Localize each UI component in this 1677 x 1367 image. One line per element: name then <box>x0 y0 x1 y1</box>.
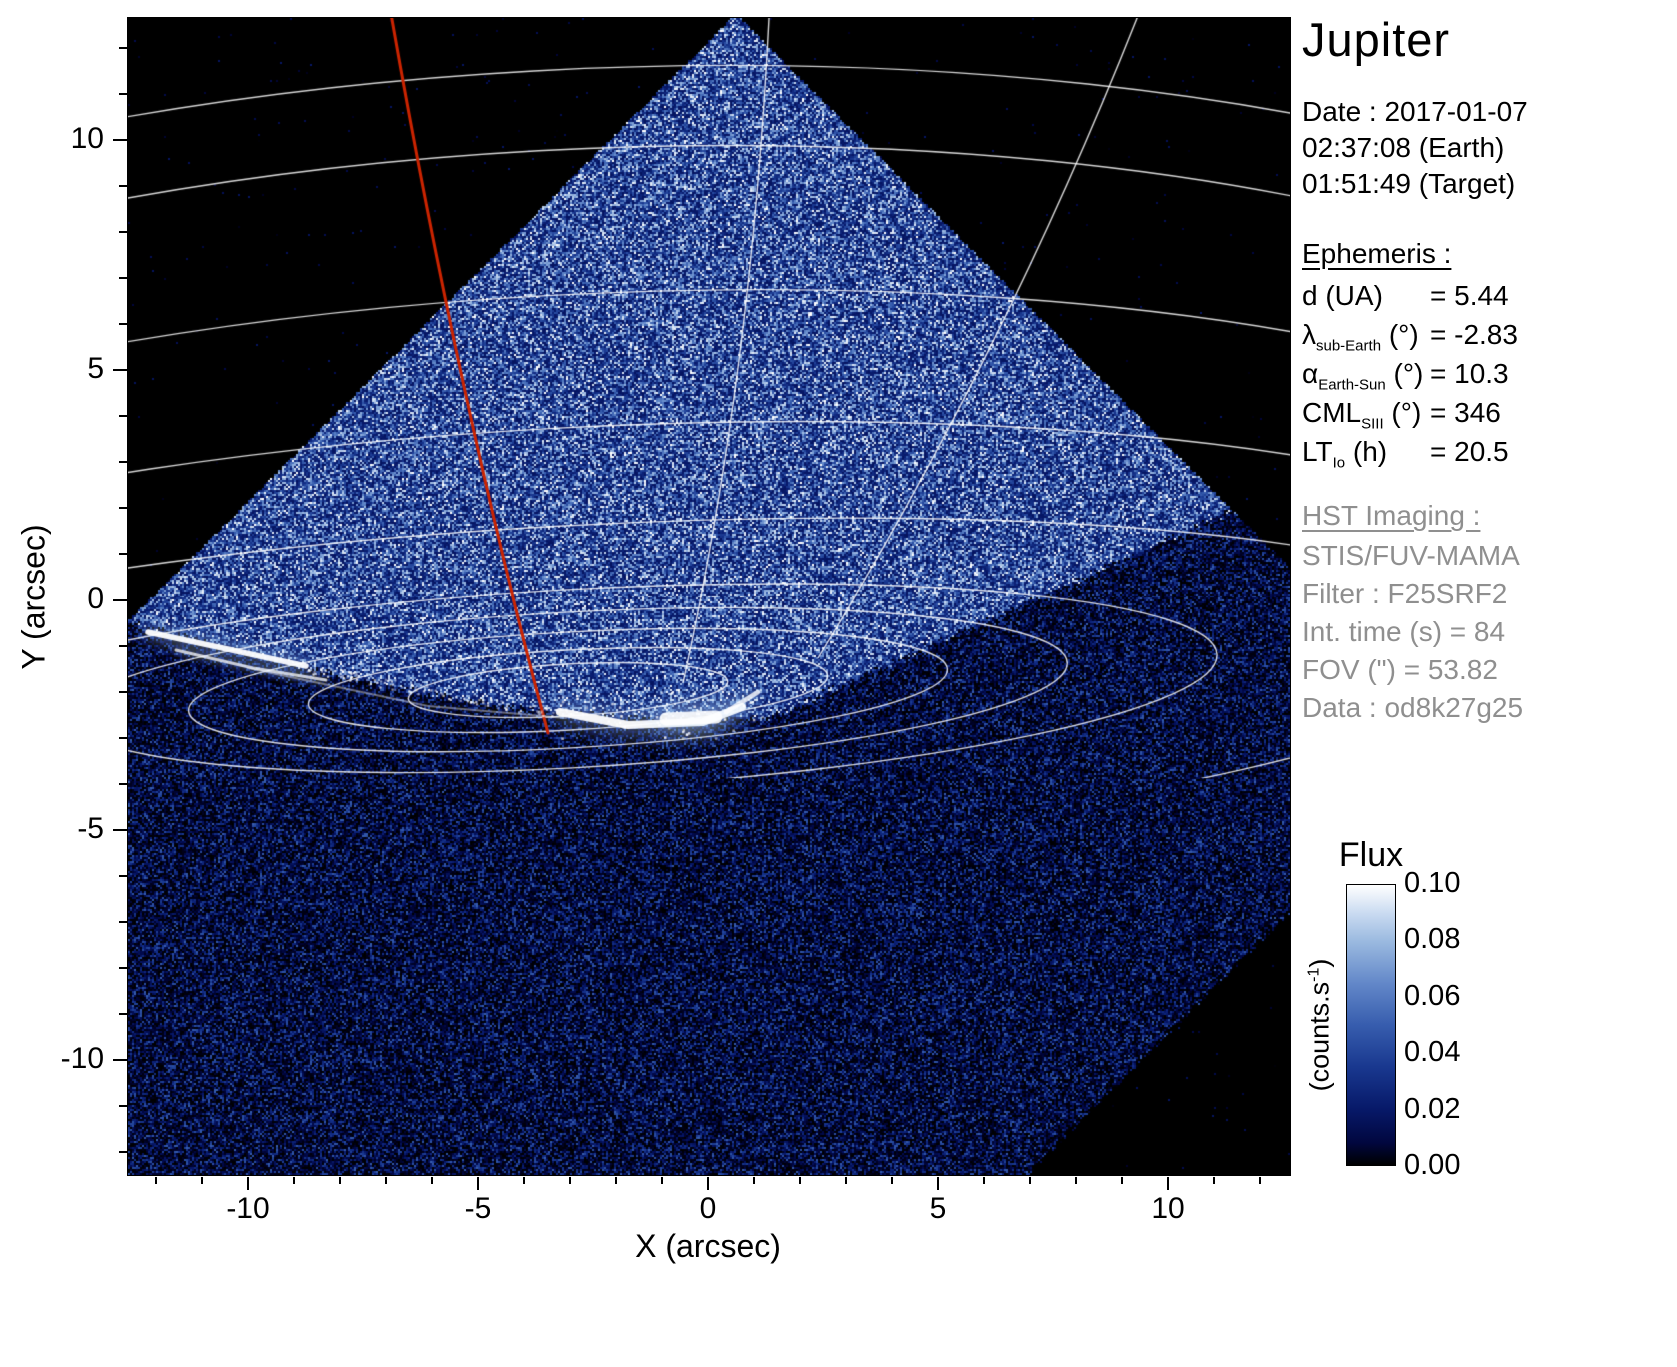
y-tick-label: -5 <box>14 812 104 846</box>
x-tick <box>937 1177 940 1190</box>
page-title: Jupiter <box>1302 12 1450 67</box>
y-tick-label: 5 <box>14 352 104 386</box>
x-minor-tick <box>891 1177 893 1184</box>
hst-info-line: Filter : F25SRF2 <box>1302 578 1523 616</box>
y-minor-tick <box>119 507 127 509</box>
hst-info-list: STIS/FUV-MAMA Filter : F25SRF2 Int. time (… <box>1302 540 1523 730</box>
colorbar-tick-label: 0.04 <box>1404 1036 1504 1069</box>
hst-info-line: Int. time (s) = 84 <box>1302 616 1523 654</box>
y-minor-tick <box>119 93 127 95</box>
y-minor-tick <box>119 47 127 49</box>
x-minor-tick <box>661 1177 663 1184</box>
jupiter-fuv-image <box>128 18 1290 1175</box>
x-minor-tick <box>983 1177 985 1184</box>
y-minor-tick <box>119 231 127 233</box>
ephemeris-line: αEarth-Sun (°) = 10.3 <box>1302 358 1518 397</box>
x-tick-label: 5 <box>878 1192 998 1226</box>
x-tick <box>1167 1177 1170 1190</box>
x-minor-tick <box>615 1177 617 1184</box>
x-minor-tick <box>1213 1177 1215 1184</box>
x-minor-tick <box>1075 1177 1077 1184</box>
x-minor-tick <box>385 1177 387 1184</box>
earth-time: 02:37:08 (Earth) <box>1302 132 1504 164</box>
x-minor-tick <box>1029 1177 1031 1184</box>
y-minor-tick <box>119 921 127 923</box>
x-tick <box>247 1177 250 1190</box>
hst-info-line: Data : od8k27g25 <box>1302 692 1523 730</box>
plot-frame <box>127 17 1291 1176</box>
y-minor-tick <box>119 1105 127 1107</box>
y-minor-tick <box>119 415 127 417</box>
y-minor-tick <box>119 323 127 325</box>
y-minor-tick <box>119 1151 127 1153</box>
page-root: Y (arcsec) X (arcsec) -10 -5 0 5 10 10 5 0 -5 -10… <box>0 0 1677 1367</box>
y-tick <box>113 1059 127 1062</box>
ephemeris-line: CMLSIII (°) = 346 <box>1302 397 1518 436</box>
colorbar-tick-label: 0.08 <box>1404 923 1504 956</box>
x-tick-label: 10 <box>1108 1192 1228 1226</box>
colorbar-tick-label: 0.06 <box>1404 980 1504 1013</box>
y-minor-tick <box>119 277 127 279</box>
x-minor-tick <box>293 1177 295 1184</box>
x-minor-tick <box>799 1177 801 1184</box>
hst-imaging-header: HST Imaging : <box>1302 500 1480 532</box>
y-minor-tick <box>119 553 127 555</box>
flux-colorbar <box>1346 884 1396 1166</box>
y-tick <box>113 829 127 832</box>
x-tick-label: 0 <box>648 1192 768 1226</box>
ephemeris-line: d (UA) = 5.44 <box>1302 280 1518 319</box>
y-minor-tick <box>119 967 127 969</box>
y-minor-tick <box>119 691 127 693</box>
ephemeris-line: λsub-Earth (°) = -2.83 <box>1302 319 1518 358</box>
ephemeris-list: d (UA) = 5.44 λsub-Earth (°) = -2.83 αEarth-… <box>1302 280 1518 475</box>
ephemeris-line: LTIo (h) = 20.5 <box>1302 436 1518 475</box>
x-minor-tick <box>1121 1177 1123 1184</box>
x-minor-tick <box>339 1177 341 1184</box>
y-minor-tick <box>119 783 127 785</box>
x-tick-label: -10 <box>188 1192 308 1226</box>
x-tick-label: -5 <box>418 1192 538 1226</box>
colorbar-tick-label: 0.00 <box>1404 1149 1504 1182</box>
observation-date: Date : 2017-01-07 <box>1302 96 1528 128</box>
y-minor-tick <box>119 461 127 463</box>
flux-colorbar-title: Flux <box>1316 836 1426 875</box>
x-tick <box>477 1177 480 1190</box>
x-minor-tick <box>523 1177 525 1184</box>
ephemeris-header: Ephemeris : <box>1302 238 1451 270</box>
y-minor-tick <box>119 1013 127 1015</box>
y-tick-label: -10 <box>14 1042 104 1076</box>
x-minor-tick <box>201 1177 203 1184</box>
colorbar-tick-label: 0.02 <box>1404 1093 1504 1126</box>
y-minor-tick <box>119 185 127 187</box>
y-tick-label: 0 <box>14 582 104 616</box>
y-tick <box>113 599 127 602</box>
y-tick <box>113 139 127 142</box>
y-minor-tick <box>119 875 127 877</box>
x-axis-label: X (arcsec) <box>498 1228 918 1265</box>
y-minor-tick <box>119 645 127 647</box>
x-tick <box>707 1177 710 1190</box>
target-time: 01:51:49 (Target) <box>1302 168 1515 200</box>
x-minor-tick <box>1259 1177 1261 1184</box>
x-minor-tick <box>845 1177 847 1184</box>
x-minor-tick <box>753 1177 755 1184</box>
y-tick-label: 10 <box>14 122 104 156</box>
colorbar-unit-label: (counts.s-1) <box>1305 959 1336 1092</box>
x-minor-tick <box>569 1177 571 1184</box>
x-minor-tick <box>431 1177 433 1184</box>
x-minor-tick <box>155 1177 157 1184</box>
y-tick <box>113 369 127 372</box>
hst-info-line: FOV (") = 53.82 <box>1302 654 1523 692</box>
hst-info-line: STIS/FUV-MAMA <box>1302 540 1523 578</box>
y-minor-tick <box>119 737 127 739</box>
